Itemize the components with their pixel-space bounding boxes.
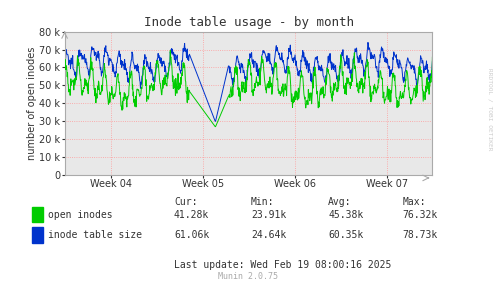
Text: 45.38k: 45.38k bbox=[328, 210, 363, 220]
Text: 23.91k: 23.91k bbox=[251, 210, 286, 220]
Text: RRDTOOL / TOBI OETIKER: RRDTOOL / TOBI OETIKER bbox=[487, 68, 492, 150]
Text: inode table size: inode table size bbox=[48, 230, 142, 240]
Text: 78.73k: 78.73k bbox=[403, 230, 438, 240]
Text: open inodes: open inodes bbox=[48, 210, 112, 220]
Text: Min:: Min: bbox=[251, 197, 274, 207]
Text: 24.64k: 24.64k bbox=[251, 230, 286, 240]
Y-axis label: number of open inodes: number of open inodes bbox=[26, 46, 37, 160]
Text: Max:: Max: bbox=[403, 197, 426, 207]
Text: 60.35k: 60.35k bbox=[328, 230, 363, 240]
Text: Munin 2.0.75: Munin 2.0.75 bbox=[219, 272, 278, 281]
Text: Cur:: Cur: bbox=[174, 197, 197, 207]
Text: 61.06k: 61.06k bbox=[174, 230, 209, 240]
Title: Inode table usage - by month: Inode table usage - by month bbox=[144, 16, 353, 29]
Text: Avg:: Avg: bbox=[328, 197, 351, 207]
Text: 76.32k: 76.32k bbox=[403, 210, 438, 220]
Text: 41.28k: 41.28k bbox=[174, 210, 209, 220]
Text: Last update: Wed Feb 19 08:00:16 2025: Last update: Wed Feb 19 08:00:16 2025 bbox=[174, 260, 391, 270]
